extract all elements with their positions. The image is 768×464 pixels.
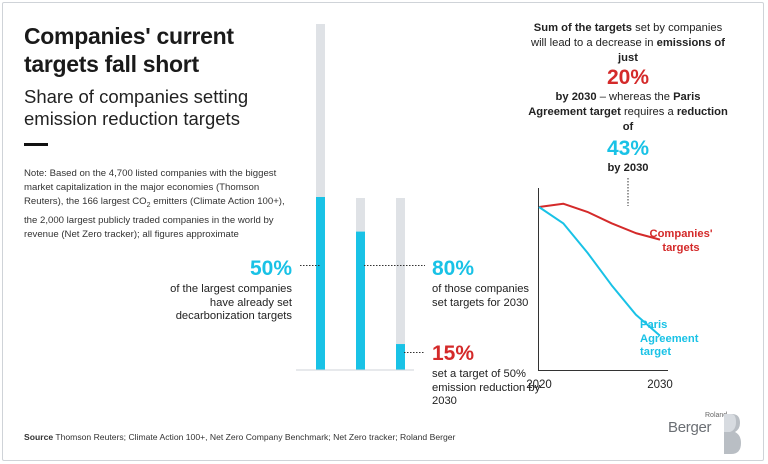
note-subscript: 2: [146, 202, 151, 210]
bar-track-3: [396, 198, 405, 370]
series-label-companies: Companies' targets: [636, 228, 726, 255]
line-series-group: [538, 202, 661, 337]
note-prefix: Note: Based on the 4,700 listed companie…: [24, 168, 277, 208]
summary-bold-1: Sum of the targets: [533, 22, 633, 34]
series-label-companies-text: Companies' targets: [649, 228, 713, 254]
summary-text: Sum of the targets set by companies will…: [525, 21, 731, 176]
note-text: Note: Based on the 4,700 listed companie…: [24, 167, 294, 242]
bar-1: [316, 197, 325, 370]
summary-bold-4: Paris Agreement target: [528, 91, 701, 118]
annotation-15-value: 15%: [432, 342, 475, 365]
series-label-paris-text: Paris Agreement target: [640, 319, 699, 358]
annotation-15-text: set a target of 50% emission reduction b…: [432, 368, 541, 408]
annotation-15: 15% set a target of 50% emission reducti…: [432, 343, 542, 409]
summary-text-3: requires a: [620, 106, 677, 118]
summary-value-43: 43%: [606, 137, 650, 160]
bar-group: [316, 24, 405, 370]
summary-text-1: set by companies will lead to a decrease…: [530, 22, 723, 49]
annotation-80: 80% of those companies set targets for 2…: [432, 258, 542, 310]
logo-big-text: Berger: [668, 419, 712, 436]
summary-text-2: – whereas the: [596, 91, 674, 103]
title-divider: [24, 143, 48, 146]
source-label: Source: [24, 432, 54, 442]
page-subtitle: Share of companies setting emission redu…: [24, 86, 249, 129]
summary-bold-3: by 2030: [555, 91, 597, 103]
logo-mark-icon: [724, 414, 741, 454]
x-tick-2020: 2020: [526, 379, 552, 391]
annotation-50-value: 50%: [249, 257, 292, 280]
logo-small-text: Roland: [705, 412, 728, 419]
annotation-80-value: 80%: [432, 257, 475, 280]
roland-berger-logo: Roland Berger: [660, 412, 744, 456]
note-suffix: emitters (Climate Action 100+), the 2,00…: [24, 196, 285, 240]
annotation-80-text: of those companies set targets for 2030: [432, 283, 530, 309]
x-tick-2030: 2030: [647, 379, 673, 391]
bar-2: [356, 231, 365, 370]
series-label-paris: Paris Agreement target: [640, 319, 710, 360]
summary-bold-6: by 2030: [607, 162, 649, 174]
source-text: Thomson Reuters; Climate Action 100+, Ne…: [55, 432, 456, 442]
companies-targets-line: [538, 202, 661, 241]
annotation-50: 50% of the largest companies have alread…: [162, 258, 292, 324]
annotation-50-text: of the largest companies have already se…: [170, 283, 292, 323]
summary-bold-5: reduction of: [622, 106, 728, 133]
summary-value-20: 20%: [606, 66, 650, 89]
summary-bold-2: emissions of just: [618, 37, 725, 64]
source-line: Source Thomson Reuters; Climate Action 1…: [24, 432, 624, 442]
paris-agreement-line: [538, 206, 661, 337]
bar-3: [396, 344, 405, 370]
page-title: Companies' current targets fall short: [24, 23, 234, 77]
